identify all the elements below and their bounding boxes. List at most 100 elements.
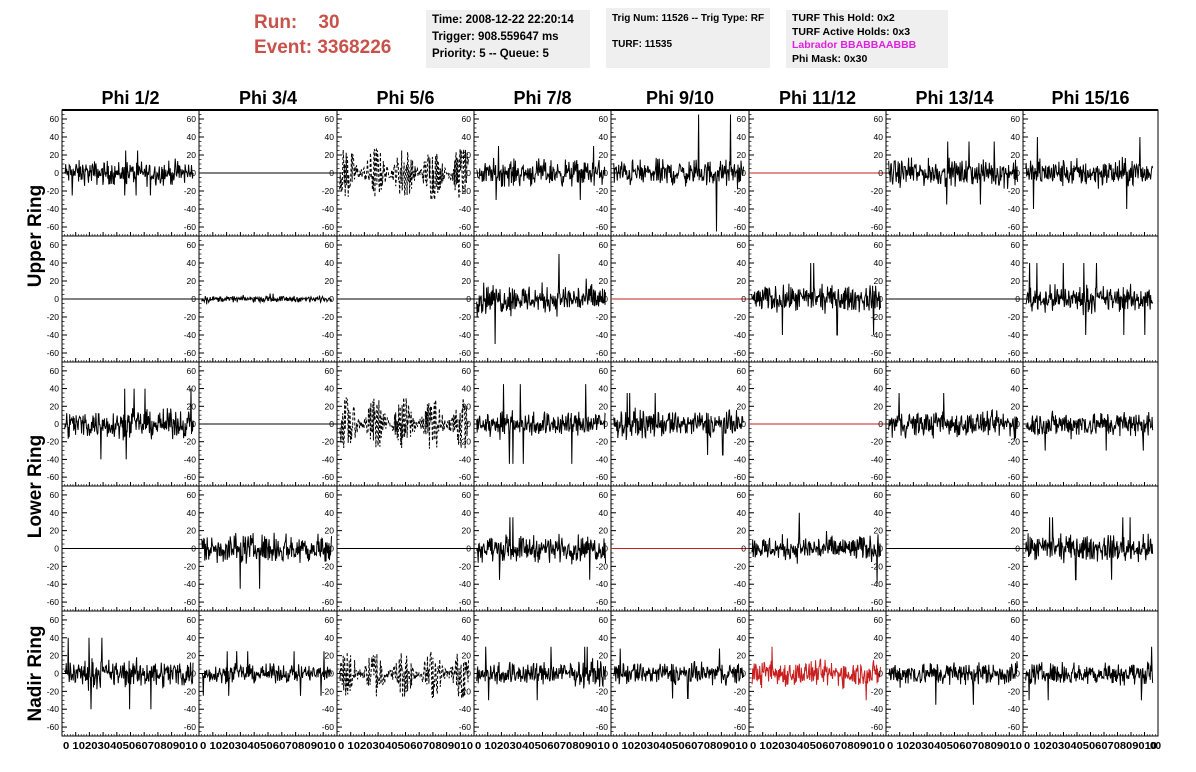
y-tick-label: -40 (47, 330, 60, 340)
y-tick-label: 60 (325, 114, 335, 124)
y-tick-label: -40 (596, 579, 609, 589)
trig-num-text: Trig Num: 11526 -- Trig Type: RF (612, 13, 765, 24)
y-tick-label: -40 (47, 204, 60, 214)
y-tick-label: 60 (50, 490, 60, 500)
x-tick-labels: 0 10203040506070809010 (63, 741, 198, 752)
y-tick-label: 0 (603, 544, 608, 554)
y-tick-label: -20 (47, 561, 60, 571)
x-tick-labels: 0 10203040506070809010 (612, 741, 748, 752)
y-tick-label: -40 (459, 704, 472, 714)
trigger-text: Trigger: 908.559647 ms (432, 31, 559, 43)
y-tick-label: 0 (878, 669, 883, 679)
y-tick-label: 40 (462, 258, 472, 268)
y-tick-label: 60 (737, 114, 747, 124)
y-tick-label: 20 (1011, 651, 1021, 661)
y-tick-label: -60 (184, 222, 197, 232)
y-tick-label: 40 (462, 132, 472, 142)
y-tick-label: 0 (603, 294, 608, 304)
y-tick-label: 0 (1015, 544, 1020, 554)
y-tick-label: 60 (737, 240, 747, 250)
waveform-trace (476, 384, 606, 464)
y-tick-label: -20 (459, 186, 472, 196)
y-tick-label: 0 (191, 168, 196, 178)
y-tick-label: 20 (737, 651, 747, 661)
column-header: Phi 9/10 (646, 88, 714, 108)
y-tick-label: -40 (871, 579, 884, 589)
y-tick-label: -60 (871, 472, 884, 482)
y-tick-label: 20 (737, 401, 747, 411)
y-tick-label: 60 (599, 240, 609, 250)
y-tick-label: -60 (596, 472, 609, 482)
y-tick-label: 20 (325, 401, 335, 411)
y-tick-label: -60 (871, 348, 884, 358)
y-tick-label: 60 (325, 615, 335, 625)
y-tick-label: 0 (329, 669, 334, 679)
y-tick-label: 0 (741, 294, 746, 304)
y-tick-label: -20 (322, 561, 335, 571)
y-tick-label: 60 (874, 114, 884, 124)
y-tick-label: -40 (184, 579, 197, 589)
y-tick-label: 20 (187, 651, 197, 661)
y-tick-label: -20 (734, 561, 747, 571)
y-tick-label: -20 (871, 312, 884, 322)
trig-info-box: Trig Num: 11526 -- Trig Type: RF TURF: 1… (606, 8, 770, 68)
waveform-trace (751, 262, 881, 336)
y-tick-label: 0 (1015, 294, 1020, 304)
y-tick-label: -40 (1008, 330, 1021, 340)
waveform-trace (339, 651, 469, 699)
y-tick-label: -40 (47, 454, 60, 464)
waveform-trace (339, 397, 469, 449)
waveform-trace (339, 147, 469, 200)
waveform-trace (201, 293, 332, 305)
y-tick-label: -20 (459, 312, 472, 322)
column-header: Phi 1/2 (101, 88, 159, 108)
y-tick-label: -40 (1008, 704, 1021, 714)
y-tick-label: 60 (1011, 114, 1021, 124)
y-tick-label: -40 (734, 454, 747, 464)
y-tick-label: 20 (737, 276, 747, 286)
y-tick-label: -20 (871, 686, 884, 696)
event-value: 3368226 (317, 37, 392, 58)
y-tick-label: 60 (737, 366, 747, 376)
y-tick-label: 20 (462, 526, 472, 536)
y-tick-label: -20 (596, 686, 609, 696)
y-tick-label: 60 (874, 366, 884, 376)
y-tick-label: -60 (596, 222, 609, 232)
y-tick-label: -40 (322, 704, 335, 714)
phi-mask-text: Phi Mask: 0x30 (792, 52, 868, 65)
ring-label: Lower Ring (25, 435, 46, 538)
y-tick-label: -40 (184, 330, 197, 340)
y-tick-label: -20 (322, 186, 335, 196)
y-tick-label: -60 (734, 222, 747, 232)
y-tick-label: 20 (874, 526, 884, 536)
y-tick-label: 0 (466, 419, 471, 429)
y-tick-label: 60 (462, 240, 472, 250)
y-tick-label: -20 (596, 312, 609, 322)
y-tick-label: 20 (874, 401, 884, 411)
y-tick-label: 20 (325, 276, 335, 286)
y-tick-label: 40 (50, 633, 60, 643)
y-tick-label: -20 (734, 312, 747, 322)
y-tick-label: 0 (741, 669, 746, 679)
y-tick-label: -20 (1008, 312, 1021, 322)
y-tick-label: 40 (874, 132, 884, 142)
y-tick-label: 0 (54, 669, 59, 679)
y-tick-label: -60 (47, 222, 60, 232)
y-tick-label: 20 (737, 150, 747, 160)
y-tick-label: -20 (871, 437, 884, 447)
y-tick-label: 20 (50, 651, 60, 661)
column-header: Phi 7/8 (513, 88, 571, 108)
y-tick-label: 60 (874, 615, 884, 625)
waveform-trace (751, 512, 881, 585)
y-tick-label: 0 (466, 669, 471, 679)
y-tick-label: -40 (47, 704, 60, 714)
y-tick-label: 60 (50, 615, 60, 625)
turf-hold-text: TURF This Hold: 0x2 (792, 12, 895, 24)
y-tick-label: -20 (184, 186, 197, 196)
y-tick-label: 20 (50, 526, 60, 536)
y-tick-label: -40 (322, 579, 335, 589)
y-tick-label: 40 (325, 508, 335, 518)
x-tick-labels: 0 10203040506070809010 (1024, 741, 1157, 752)
y-tick-label: -60 (1008, 722, 1021, 732)
time-text: Time: 2008-12-22 22:20:14 (432, 14, 574, 26)
